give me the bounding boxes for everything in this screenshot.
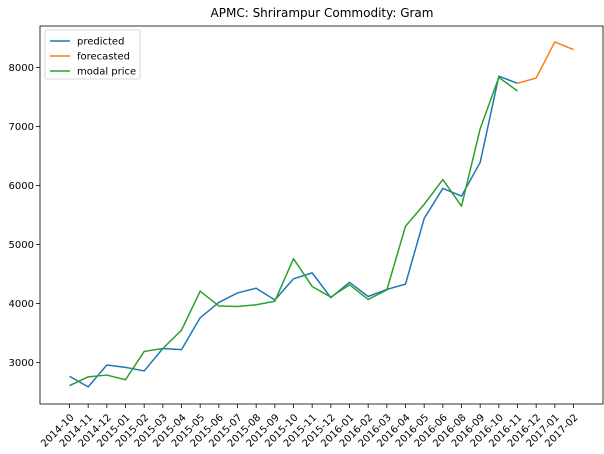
legend-box (44, 29, 141, 80)
y-tick-label: 7000 (9, 122, 34, 133)
legend-label: forecasted (77, 52, 130, 63)
y-tick-label: 6000 (9, 181, 34, 192)
chart-title: APMC: Shrirampur Commodity: Gram (211, 6, 434, 20)
y-tick-label: 4000 (9, 299, 34, 310)
legend: predicted forecasted modal price (44, 29, 141, 80)
series-line-forecasted (517, 41, 574, 85)
series-line-modal-price (69, 76, 518, 387)
plot-area (39, 25, 604, 405)
series-line-predicted (69, 75, 518, 388)
legend-label: modal price (77, 67, 136, 78)
y-tick-label: 5000 (9, 240, 34, 251)
legend-label: predicted (77, 37, 124, 48)
y-tick-label: 3000 (9, 358, 34, 369)
y-tick-label: 8000 (9, 63, 34, 74)
